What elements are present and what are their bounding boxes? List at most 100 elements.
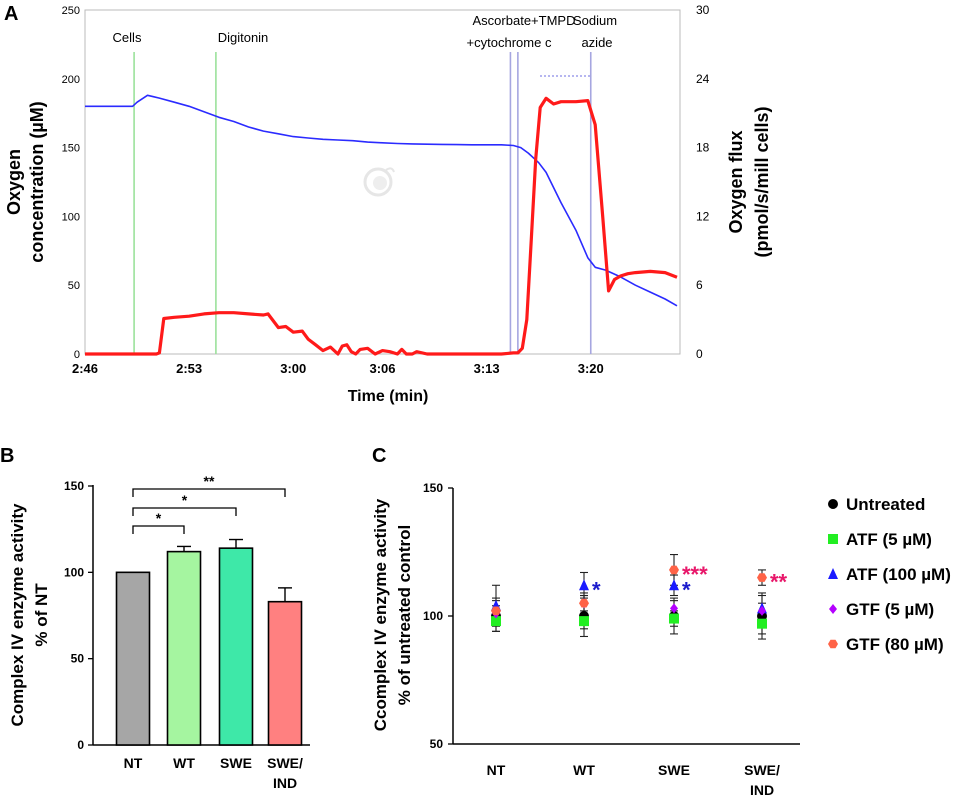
marker-square [491,616,501,627]
x-tick-label: SWE [658,762,690,778]
x-tick-label: SWE/ [744,762,780,778]
panel-a-oxygen-chart: 0 50 100 150 200 250 0 6 12 18 24 30 2:46 2:53 3:00 3… [4,3,772,405]
left-axis-title-line1: Oxygen [4,149,24,215]
panel-label-c: C [372,445,386,467]
legend-label: GTF (80 µM) [846,635,944,654]
marker-circle [757,611,767,621]
x-tick-label: SWE [220,755,252,771]
left-tick-label: 250 [62,5,80,17]
marker-hexagon [828,639,838,649]
significance-stars: * **** ** [592,562,788,602]
significance-bracket [132,525,185,534]
left-tick-label: 50 [68,280,80,292]
marker-hexagon [757,573,767,582]
significance-label: * [156,510,162,526]
significance-star: *** [682,562,708,587]
x-tick-label: 2:46 [72,361,98,376]
significance-star: * [592,577,601,602]
oxygen-flux-line [85,96,678,356]
x-tick-label: NT [487,762,506,778]
marker-triangle [828,568,838,579]
right-axis-title-line1: Oxygen flux [726,130,746,233]
y-tick-label: 50 [71,652,85,666]
right-axis-title-line2: (pmol/s/mill cells) [752,106,772,257]
left-tick-label: 200 [62,74,80,86]
event-label: +cytochrome c [467,35,552,50]
x-tick-label: 3:13 [474,361,500,376]
y-tick-label: 150 [64,479,84,493]
event-label: Ascorbate+TMPD [473,13,576,28]
x-axis-labels: NT WT SWE SWE/IND [124,755,303,791]
marker-hexagon [491,606,501,616]
plot-frame [84,9,681,355]
x-axis-title: Time (min) [348,388,429,405]
significance-bracket [132,488,286,497]
right-tick-label: 12 [696,209,710,223]
event-label: azide [581,35,612,50]
marker-diamond [758,605,766,616]
panel-label-b: B [0,445,14,467]
x-tick-label: SWE/ [267,755,303,771]
marker-square [579,616,589,627]
marker-hexagon [579,598,589,608]
legend-label: GTF (5 µM) [846,600,934,619]
x-tick-label: WT [573,762,595,778]
marker-diamond [670,603,678,614]
marker-triangle [669,579,679,591]
legend: Untreated ATF (5 µM) ATF (100 µM) GTF (5 µM… [828,495,951,654]
y-axis-title: Complex IV enzyme activity % of NT [8,503,51,727]
x-axis-ticks: 2:46 2:53 3:00 3:06 3:13 3:20 [72,361,604,376]
bar [115,571,151,746]
x-tick-label: 2:53 [176,361,202,376]
y-axis-title-line1: Complex IV enzyme activity [8,503,27,727]
legend-label: Untreated [846,495,925,514]
right-tick-label: 24 [696,72,710,86]
y-tick-label: 100 [64,565,84,579]
oxygen-concentration-line [85,94,678,307]
event-label: Cells [113,30,142,45]
right-tick-label: 18 [696,141,710,155]
y-axis-ticks: 0 50 100 150 [64,479,93,752]
x-axis-labels: NT WT SWE SWE/IND [487,762,780,798]
event-labels: Cells Digitonin Ascorbate+TMPD +cytochrome … [113,13,617,50]
marker-hexagon [669,565,679,575]
marker-triangle [579,579,589,591]
bar [267,600,303,746]
event-markers [133,52,592,354]
significance-brackets: **** [132,473,286,534]
x-tick-label: 3:06 [369,361,395,376]
left-tick-label: 150 [62,143,80,155]
y-axis-ticks: 50 100 150 [423,481,453,751]
x-tick-label: IND [273,775,297,791]
x-tick-label: 3:20 [578,361,604,376]
event-label: Sodium [573,13,617,28]
right-tick-label: 30 [696,3,710,17]
bar [166,550,202,746]
y-tick-label: 0 [77,738,84,752]
significance-label: ** [204,473,215,489]
legend-label: ATF (5 µM) [846,530,932,549]
bar [218,547,254,746]
left-axis-title: Oxygen concentration (µM) [4,101,47,262]
y-tick-label: 50 [430,737,444,751]
y-axis-title-line2: % of untreated control [395,525,414,705]
event-label: Digitonin [218,30,269,45]
right-tick-label: 6 [696,278,703,292]
series-group [85,94,678,356]
left-axis-title-line2: concentration (µM) [27,101,47,262]
y-tick-label: 100 [423,609,443,623]
left-axis-ticks: 0 50 100 150 200 250 [62,5,80,361]
significance-label: * [182,492,188,508]
x-tick-label: IND [750,782,774,798]
right-axis-title: Oxygen flux (pmol/s/mill cells) [726,106,772,257]
significance-star: * [682,577,691,602]
marker-square [828,534,838,544]
significance-star: ** [770,570,788,595]
y-axis-title: Ccomplex IV enzyme activity % of untreat… [371,498,414,731]
y-axis-title-line2: % of NT [32,583,51,647]
marker-diamond [829,604,837,614]
marker-square [757,618,767,629]
